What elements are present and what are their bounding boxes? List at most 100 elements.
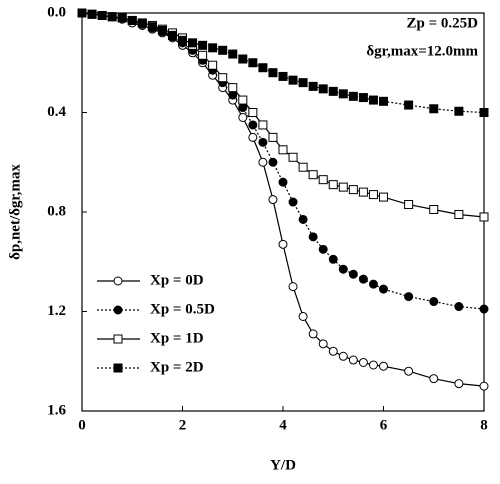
data-point bbox=[147, 22, 157, 32]
y-tick-label: 0.0 bbox=[47, 4, 66, 20]
data-point bbox=[454, 209, 464, 219]
data-point bbox=[208, 60, 218, 70]
data-point bbox=[368, 95, 378, 105]
data-point bbox=[238, 112, 248, 122]
data-point bbox=[379, 96, 388, 106]
data-point bbox=[318, 84, 328, 94]
data-point bbox=[404, 366, 414, 376]
data-point bbox=[288, 152, 298, 162]
data-point bbox=[218, 73, 228, 83]
data-point bbox=[278, 71, 288, 81]
data-point bbox=[198, 50, 208, 60]
data-point bbox=[228, 83, 238, 93]
data-point bbox=[298, 214, 308, 224]
y-tick-label: 0.8 bbox=[47, 203, 66, 219]
series-line bbox=[81, 12, 485, 387]
data-point bbox=[157, 25, 167, 35]
data-point bbox=[379, 284, 388, 294]
x-tick-label: 4 bbox=[279, 417, 287, 433]
data-point bbox=[268, 195, 278, 205]
data-point bbox=[429, 205, 439, 215]
data-point bbox=[348, 185, 358, 195]
data-point bbox=[288, 75, 298, 85]
data-point bbox=[278, 177, 288, 187]
data-point bbox=[368, 360, 378, 370]
y-tick-label: 1.6 bbox=[47, 402, 66, 418]
legend-marker bbox=[113, 363, 123, 373]
data-point bbox=[308, 81, 318, 91]
data-point bbox=[379, 361, 388, 371]
data-point bbox=[358, 187, 368, 197]
data-point bbox=[368, 190, 378, 200]
data-point bbox=[328, 254, 338, 264]
legend-marker bbox=[113, 276, 123, 286]
data-point bbox=[228, 49, 238, 59]
data-point bbox=[188, 38, 198, 48]
data-point bbox=[368, 279, 378, 289]
data-point bbox=[228, 90, 238, 100]
legend-label: Xp = 0D bbox=[150, 272, 204, 288]
data-point bbox=[338, 182, 348, 192]
data-point bbox=[268, 68, 278, 78]
x-axis-label: Y/D bbox=[270, 457, 296, 473]
y-tick-label: 0.4 bbox=[47, 104, 66, 120]
data-point bbox=[404, 292, 414, 302]
data-point bbox=[248, 108, 258, 117]
data-point bbox=[454, 379, 464, 389]
data-point bbox=[404, 100, 414, 110]
data-point bbox=[107, 12, 117, 22]
data-point bbox=[348, 355, 358, 365]
data-point bbox=[248, 132, 258, 142]
data-point bbox=[308, 170, 318, 180]
data-point bbox=[278, 239, 288, 249]
data-point bbox=[288, 197, 298, 207]
data-point bbox=[77, 8, 87, 18]
data-point bbox=[338, 351, 348, 361]
legend-label: Xp = 2D bbox=[150, 359, 204, 375]
legend-marker bbox=[113, 305, 123, 315]
data-point bbox=[167, 30, 177, 40]
data-point bbox=[348, 91, 358, 101]
data-point bbox=[338, 89, 348, 99]
data-point bbox=[127, 15, 137, 25]
data-point bbox=[318, 175, 328, 185]
data-point bbox=[479, 212, 489, 222]
data-point bbox=[298, 311, 308, 321]
data-point bbox=[137, 18, 147, 28]
data-point bbox=[328, 180, 338, 190]
x-tick-label: 2 bbox=[179, 417, 187, 433]
data-point bbox=[429, 104, 439, 114]
data-point bbox=[479, 381, 489, 391]
data-point bbox=[258, 63, 268, 73]
data-point bbox=[238, 95, 248, 105]
data-point bbox=[308, 232, 318, 242]
data-point bbox=[318, 244, 328, 254]
data-point bbox=[298, 78, 308, 88]
data-point bbox=[404, 200, 414, 210]
data-point bbox=[178, 35, 187, 45]
data-point bbox=[278, 145, 288, 155]
data-point bbox=[298, 162, 308, 172]
data-point bbox=[97, 10, 107, 20]
legend-marker bbox=[113, 334, 123, 344]
data-point bbox=[308, 329, 318, 339]
x-tick-label: 0 bbox=[78, 417, 86, 433]
data-point bbox=[238, 54, 248, 64]
data-point bbox=[198, 40, 208, 50]
data-point bbox=[117, 13, 127, 23]
data-point bbox=[358, 357, 368, 367]
y-tick-label: 1.2 bbox=[47, 303, 66, 319]
data-point bbox=[328, 86, 338, 96]
data-point bbox=[288, 282, 298, 292]
data-point bbox=[258, 157, 268, 167]
data-point bbox=[479, 108, 489, 117]
data-point bbox=[328, 346, 338, 356]
data-point bbox=[338, 264, 348, 274]
x-tick-label: 8 bbox=[480, 417, 488, 433]
data-point bbox=[479, 304, 489, 314]
legend-label: Xp = 1D bbox=[150, 330, 204, 346]
annotation: Zp = 0.25D bbox=[407, 15, 479, 31]
data-point bbox=[258, 120, 268, 130]
data-point bbox=[454, 302, 464, 312]
